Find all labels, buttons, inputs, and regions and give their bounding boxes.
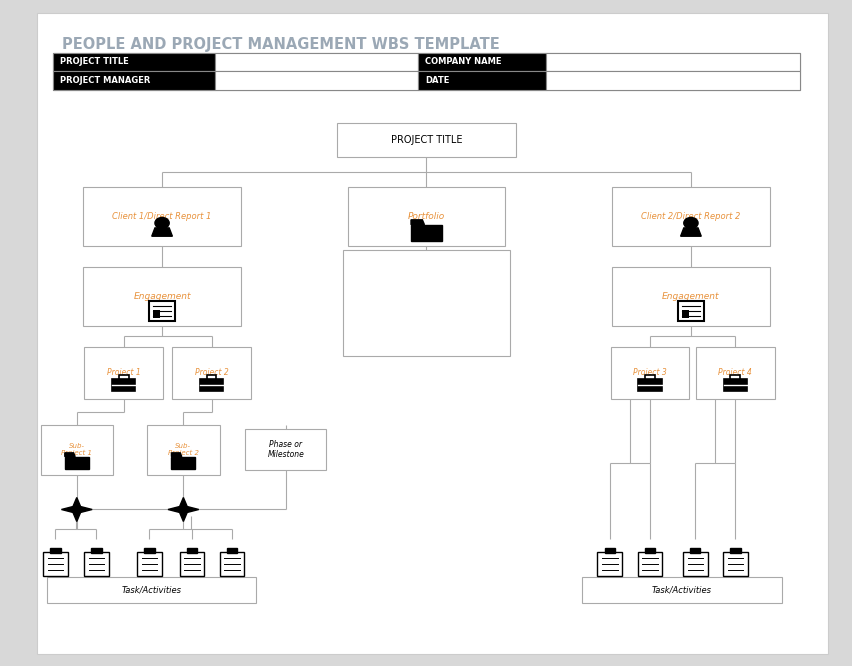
FancyBboxPatch shape (417, 53, 545, 71)
FancyBboxPatch shape (206, 375, 216, 379)
FancyBboxPatch shape (729, 375, 740, 379)
Text: Client 2/Direct Report 2: Client 2/Direct Report 2 (641, 212, 740, 221)
Text: Phase or
Milestone: Phase or Milestone (267, 440, 304, 460)
Polygon shape (61, 498, 92, 521)
FancyBboxPatch shape (545, 53, 799, 71)
FancyBboxPatch shape (149, 301, 175, 321)
FancyBboxPatch shape (612, 267, 769, 326)
FancyBboxPatch shape (83, 552, 109, 576)
FancyBboxPatch shape (53, 71, 215, 90)
FancyBboxPatch shape (722, 379, 746, 391)
FancyBboxPatch shape (153, 310, 160, 318)
FancyBboxPatch shape (84, 347, 163, 399)
Text: PROJECT MANAGER: PROJECT MANAGER (60, 76, 150, 85)
Text: COMPANY NAME: COMPANY NAME (424, 57, 501, 67)
Polygon shape (65, 453, 75, 457)
Polygon shape (168, 498, 199, 521)
Polygon shape (680, 228, 700, 236)
Polygon shape (152, 228, 172, 236)
FancyBboxPatch shape (187, 548, 197, 553)
FancyBboxPatch shape (112, 379, 135, 391)
FancyBboxPatch shape (83, 267, 240, 326)
Text: Task/Activities: Task/Activities (651, 585, 711, 595)
FancyBboxPatch shape (581, 577, 781, 603)
Text: Sub-
Project 2: Sub- Project 2 (168, 443, 199, 456)
FancyBboxPatch shape (179, 552, 204, 576)
FancyBboxPatch shape (677, 301, 703, 321)
Text: PROJECT TITLE: PROJECT TITLE (390, 135, 462, 145)
FancyBboxPatch shape (172, 347, 250, 399)
Polygon shape (171, 457, 195, 469)
FancyBboxPatch shape (245, 429, 326, 470)
Text: Project 2: Project 2 (194, 368, 228, 378)
FancyBboxPatch shape (53, 53, 799, 90)
FancyBboxPatch shape (610, 347, 688, 399)
FancyBboxPatch shape (343, 250, 509, 356)
Polygon shape (65, 457, 89, 469)
FancyBboxPatch shape (43, 552, 68, 576)
FancyBboxPatch shape (83, 187, 240, 246)
FancyBboxPatch shape (545, 71, 799, 90)
Text: Project 4: Project 4 (717, 368, 751, 378)
FancyBboxPatch shape (644, 548, 654, 553)
FancyBboxPatch shape (636, 552, 662, 576)
FancyBboxPatch shape (215, 53, 417, 71)
FancyBboxPatch shape (91, 548, 101, 553)
FancyBboxPatch shape (347, 187, 504, 246)
FancyBboxPatch shape (637, 379, 661, 391)
Circle shape (683, 218, 697, 228)
Text: Task/Activities: Task/Activities (121, 585, 181, 595)
Polygon shape (411, 224, 441, 241)
FancyBboxPatch shape (682, 552, 707, 576)
Text: Engagement: Engagement (133, 292, 191, 301)
Text: PROJECT TITLE: PROJECT TITLE (60, 57, 129, 67)
Text: Project 1: Project 1 (106, 368, 141, 378)
FancyBboxPatch shape (215, 71, 417, 90)
Text: DATE: DATE (424, 76, 449, 85)
FancyBboxPatch shape (147, 425, 220, 474)
FancyBboxPatch shape (729, 548, 740, 553)
FancyBboxPatch shape (136, 552, 162, 576)
FancyBboxPatch shape (681, 310, 688, 318)
FancyBboxPatch shape (695, 347, 774, 399)
FancyBboxPatch shape (612, 187, 769, 246)
Text: Client 1/Direct Report 1: Client 1/Direct Report 1 (112, 212, 211, 221)
FancyBboxPatch shape (604, 548, 614, 553)
FancyBboxPatch shape (596, 552, 622, 576)
Circle shape (155, 218, 169, 228)
FancyBboxPatch shape (47, 577, 256, 603)
FancyBboxPatch shape (227, 548, 237, 553)
FancyBboxPatch shape (37, 13, 827, 654)
FancyBboxPatch shape (118, 375, 129, 379)
FancyBboxPatch shape (199, 379, 222, 391)
Polygon shape (171, 453, 181, 457)
Text: Portfolio: Portfolio (407, 212, 445, 221)
FancyBboxPatch shape (337, 123, 515, 157)
Text: Project 3: Project 3 (632, 368, 666, 378)
FancyBboxPatch shape (417, 71, 545, 90)
FancyBboxPatch shape (689, 548, 699, 553)
FancyBboxPatch shape (40, 425, 112, 474)
FancyBboxPatch shape (219, 552, 245, 576)
FancyBboxPatch shape (644, 375, 654, 379)
FancyBboxPatch shape (722, 552, 747, 576)
FancyBboxPatch shape (50, 548, 60, 553)
Text: Sub-
Project 1: Sub- Project 1 (61, 443, 92, 456)
Polygon shape (411, 220, 424, 224)
FancyBboxPatch shape (144, 548, 154, 553)
Text: PEOPLE AND PROJECT MANAGEMENT WBS TEMPLATE: PEOPLE AND PROJECT MANAGEMENT WBS TEMPLA… (62, 37, 499, 52)
FancyBboxPatch shape (53, 53, 215, 71)
Text: Engagement: Engagement (661, 292, 719, 301)
